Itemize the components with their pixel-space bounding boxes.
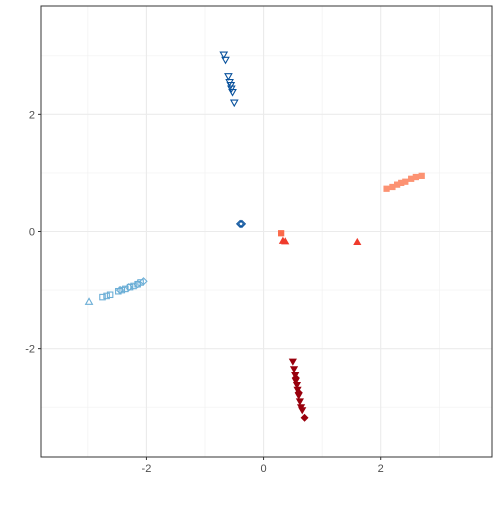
data-point [292,382,302,390]
data-point [412,173,419,181]
data-point [124,282,134,292]
data-point [300,413,309,422]
y-tick-label: 0 [29,227,35,239]
data-point [118,286,126,294]
x-tick-label: 0 [261,463,267,475]
data-point [237,219,247,229]
data-point [298,407,307,415]
data-point [383,185,390,192]
data-points [84,51,425,422]
data-point [103,292,110,300]
data-point [84,297,94,305]
axes: -2 0 2 -2 0 2 [25,109,384,475]
data-point [99,293,106,301]
data-point [106,291,114,299]
data-point [229,99,239,108]
data-point [221,56,230,65]
data-point [295,398,304,406]
data-point [402,178,409,185]
data-point [235,219,245,229]
data-point [288,358,297,366]
data-point [224,73,233,81]
data-point [291,373,300,382]
data-point [228,89,237,97]
data-point [418,172,425,179]
y-tick-label: 2 [29,109,35,121]
x-tick-label: -2 [142,463,152,475]
x-tick-label: 2 [378,463,384,475]
y-tick-label: -2 [25,344,35,356]
data-point [133,280,142,289]
data-point [115,285,125,295]
data-point [139,277,148,286]
data-point [278,230,285,237]
data-point [294,388,303,397]
data-point [353,237,362,245]
data-point [289,366,299,374]
data-point [219,51,229,60]
data-point [281,237,290,245]
